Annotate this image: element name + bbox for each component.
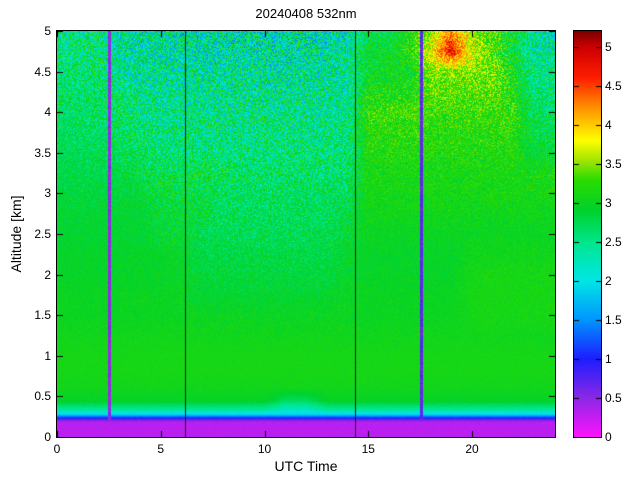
y-tick-label: 2.5 [34,227,51,241]
y-tick-label: 3.5 [34,145,51,160]
colorbar-tick-label: 1.5 [605,312,622,327]
colorbar-tick-label: 4.5 [605,78,622,93]
x-tick-label: 10 [257,442,272,456]
colorbar-tick-label: 2 [605,273,612,288]
colorbar-tick-label: 0.5 [605,390,622,405]
colorbar-tick-label: 4 [605,117,612,132]
colorbar-tick-label: 3 [605,195,612,210]
colorbar-canvas [574,31,601,437]
y-tick-label: 3 [44,186,51,201]
colorbar-tick-label: 0 [605,430,612,444]
heatmap-canvas [57,31,555,437]
colorbar-tick-label: 3.5 [605,156,622,171]
x-tick-label: 20 [465,442,479,456]
plot-title: 20240408 532nm [255,6,357,21]
y-tick-label: 4 [44,105,51,120]
x-axis-label: UTC Time [274,458,338,474]
x-tick-label: 15 [361,442,375,456]
y-tick-label: 1 [44,348,51,363]
x-tick-label: 5 [157,442,165,456]
y-tick-label: 5 [44,24,51,38]
y-tick-label: 2 [44,267,51,282]
colorbar-tick-label: 1 [605,351,612,366]
colorbar [573,30,602,438]
colorbar-tick-label: 2.5 [605,234,622,249]
y-tick-label: 1.5 [34,308,51,323]
y-tick-label: 0.5 [34,389,51,404]
y-tick-label: 4.5 [34,64,51,79]
colorbar-tick-label: 5 [605,39,612,54]
x-tick-label: 0 [53,442,61,456]
plot-area [56,30,556,438]
y-tick-label: 0 [44,430,51,444]
